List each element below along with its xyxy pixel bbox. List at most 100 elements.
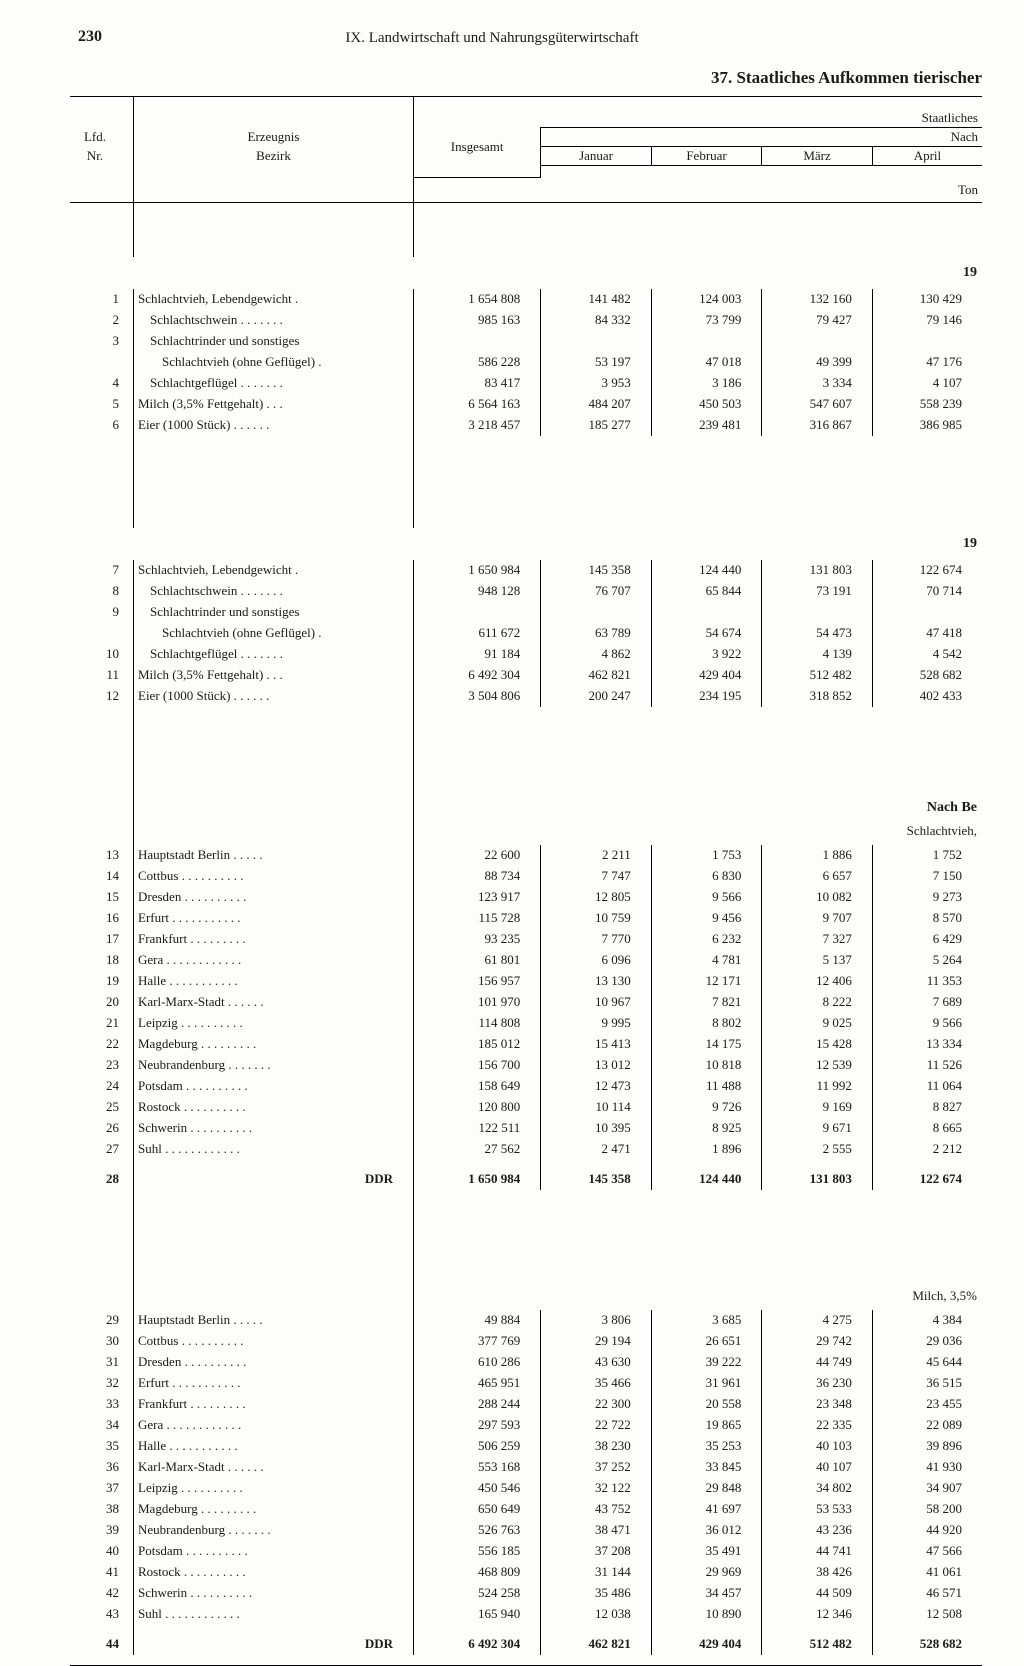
row-apr: 41 930 — [872, 1457, 982, 1478]
row-feb: 34 457 — [651, 1583, 762, 1604]
row-jan: 31 144 — [541, 1562, 652, 1583]
row-name: Schlachtgeflügel . . . . . . . — [134, 644, 414, 665]
bez-d-row: 37Leipzig . . . . . . . . . . 450 54632 … — [70, 1478, 982, 1499]
bezirke-block-d: 29Hauptstadt Berlin . . . . . 49 8843 80… — [70, 1310, 982, 1625]
total-d-mar: 512 482 — [762, 1625, 873, 1655]
products-block-a: 1Schlachtvieh, Lebendgewicht . 1 654 808… — [70, 289, 982, 436]
row-jan: 22 300 — [541, 1394, 652, 1415]
row-feb: 10 818 — [651, 1055, 762, 1076]
row-ins: 158 649 — [414, 1076, 541, 1097]
hdr-product: Erzeugnis — [248, 129, 300, 144]
row-apr: 9 273 — [872, 887, 982, 908]
row-feb: 12 171 — [651, 971, 762, 992]
bez-d-row: 31Dresden . . . . . . . . . . 610 28643 … — [70, 1352, 982, 1373]
row-apr: 9 566 — [872, 1013, 982, 1034]
table-title: 37. Staatliches Aufkommen tierischer — [711, 68, 982, 88]
row-name: Schlachtschwein . . . . . . . — [134, 581, 414, 602]
row-jan: 145 358 — [541, 560, 652, 581]
row-mar: 38 426 — [762, 1562, 873, 1583]
row-nr: 30 — [70, 1331, 134, 1352]
row-apr: 7 150 — [872, 866, 982, 887]
row-apr: 70 714 — [872, 581, 982, 602]
total-d-ins: 6 492 304 — [414, 1625, 541, 1655]
row-jan: 37 208 — [541, 1541, 652, 1562]
row-mar: 132 160 — [762, 289, 873, 310]
row-feb: 6 830 — [651, 866, 762, 887]
row-nr: 26 — [70, 1118, 134, 1139]
row-name: Frankfurt . . . . . . . . . — [134, 1394, 414, 1415]
row-mar: 12 346 — [762, 1604, 873, 1625]
row-ins: 83 417 — [414, 373, 541, 394]
row-jan: 462 821 — [541, 665, 652, 686]
row-jan: 53 197 — [541, 352, 652, 373]
row-nr: 31 — [70, 1352, 134, 1373]
row-nr: 22 — [70, 1034, 134, 1055]
row-jan: 10 759 — [541, 908, 652, 929]
row-name: Schlachtschwein . . . . . . . — [134, 310, 414, 331]
row-mar: 44 509 — [762, 1583, 873, 1604]
row-nr: 9 — [70, 602, 134, 623]
hdr-nach: Nach — [951, 129, 978, 144]
row-feb: 9 566 — [651, 887, 762, 908]
row-feb — [651, 331, 762, 352]
row-apr: 23 455 — [872, 1394, 982, 1415]
row-jan: 2 471 — [541, 1139, 652, 1160]
bez-c-row: 14Cottbus . . . . . . . . . . 88 7347 74… — [70, 866, 982, 887]
bez-d-row: 41Rostock . . . . . . . . . . 468 80931 … — [70, 1562, 982, 1583]
bez-c-row: 15Dresden . . . . . . . . . . 123 91712 … — [70, 887, 982, 908]
row-name: Magdeburg . . . . . . . . . — [134, 1499, 414, 1520]
row-name: Erfurt . . . . . . . . . . . — [134, 908, 414, 929]
row-feb: 10 890 — [651, 1604, 762, 1625]
row-apr: 34 907 — [872, 1478, 982, 1499]
row-feb: 65 844 — [651, 581, 762, 602]
bez-c-row: 19Halle . . . . . . . . . . . 156 95713 … — [70, 971, 982, 992]
year-a: 19 — [415, 265, 982, 281]
prod-a-row: 6Eier (1000 Stück) . . . . . . 3 218 457… — [70, 415, 982, 436]
row-jan: 38 471 — [541, 1520, 652, 1541]
hdr-apr: April — [914, 148, 941, 163]
row-jan: 35 486 — [541, 1583, 652, 1604]
row-feb: 31 961 — [651, 1373, 762, 1394]
prod-b-row: 12Eier (1000 Stück) . . . . . . 3 504 80… — [70, 686, 982, 707]
row-ins: 120 800 — [414, 1097, 541, 1118]
row-nr: 6 — [70, 415, 134, 436]
row-nr: 25 — [70, 1097, 134, 1118]
bez-c-row: 23Neubrandenburg . . . . . . . 156 70013… — [70, 1055, 982, 1076]
total-c-row: 28 DDR 1 650 984 145 358 124 440 131 803… — [70, 1160, 982, 1190]
prod-b-row: 7Schlachtvieh, Lebendgewicht . 1 650 984… — [70, 560, 982, 581]
row-nr: 14 — [70, 866, 134, 887]
hdr-nr: Nr. — [87, 148, 103, 163]
row-ins: 156 700 — [414, 1055, 541, 1076]
nach-be: Nach Be — [415, 800, 981, 816]
row-feb: 35 491 — [651, 1541, 762, 1562]
row-mar: 3 334 — [762, 373, 873, 394]
row-ins: 1 654 808 — [414, 289, 541, 310]
bez-d-row: 42Schwerin . . . . . . . . . . 524 25835… — [70, 1583, 982, 1604]
row-apr: 58 200 — [872, 1499, 982, 1520]
row-nr: 27 — [70, 1139, 134, 1160]
row-apr: 41 061 — [872, 1562, 982, 1583]
row-apr: 5 264 — [872, 950, 982, 971]
total-d-feb: 429 404 — [651, 1625, 762, 1655]
row-jan: 43 630 — [541, 1352, 652, 1373]
bez-d-row: 29Hauptstadt Berlin . . . . . 49 8843 80… — [70, 1310, 982, 1331]
row-feb: 47 018 — [651, 352, 762, 373]
row-mar: 547 607 — [762, 394, 873, 415]
row-feb: 8 925 — [651, 1118, 762, 1139]
row-ins: 1 650 984 — [414, 560, 541, 581]
row-jan: 185 277 — [541, 415, 652, 436]
row-apr: 47 566 — [872, 1541, 982, 1562]
row-mar: 40 107 — [762, 1457, 873, 1478]
bez-d-row: 38Magdeburg . . . . . . . . . 650 64943 … — [70, 1499, 982, 1520]
row-ins: 122 511 — [414, 1118, 541, 1139]
row-jan: 63 789 — [541, 623, 652, 644]
row-ins: 6 564 163 — [414, 394, 541, 415]
row-nr: 20 — [70, 992, 134, 1013]
row-name: Dresden . . . . . . . . . . — [134, 887, 414, 908]
row-ins: 506 259 — [414, 1436, 541, 1457]
gap-c0 — [70, 707, 982, 799]
row-name: Milch (3,5% Fettgehalt) . . . — [134, 394, 414, 415]
row-name: Schlachtvieh, Lebendgewicht . — [134, 289, 414, 310]
row-mar: 49 399 — [762, 352, 873, 373]
row-name: Dresden . . . . . . . . . . — [134, 1352, 414, 1373]
